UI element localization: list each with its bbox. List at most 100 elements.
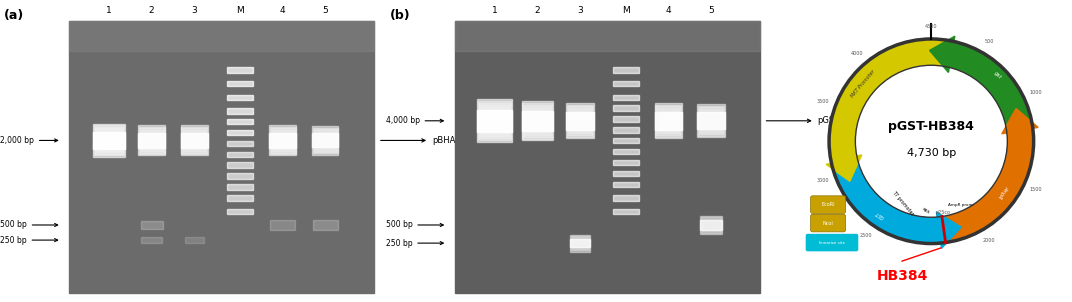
Bar [570,111,590,130]
FancyBboxPatch shape [810,214,846,232]
Bar [524,107,550,135]
Bar [315,132,336,149]
Bar [571,237,589,249]
Bar [477,99,512,143]
Bar [528,114,546,127]
Text: 1: 1 [106,6,111,15]
Bar [572,115,587,127]
Bar [613,149,639,154]
Text: pGST: pGST [766,116,839,125]
Bar [571,113,589,129]
Text: 5: 5 [323,6,328,15]
Bar [227,184,253,190]
Bar [700,220,721,230]
Bar [526,110,548,131]
Bar [569,235,591,252]
Bar [269,133,296,148]
FancyBboxPatch shape [806,234,859,251]
Bar [139,128,164,153]
Wedge shape [944,124,1033,242]
Bar [184,133,204,148]
Text: RBS: RBS [921,207,929,215]
Text: 1500: 1500 [1029,187,1042,192]
Text: 1000: 1000 [1029,90,1042,95]
Bar [477,110,512,132]
Text: 250 bp: 250 bp [386,239,444,248]
Bar [143,134,160,147]
Bar [227,119,253,124]
Bar [227,81,253,86]
Bar [142,237,162,243]
Text: linearize site: linearize site [819,241,845,245]
Bar [566,103,594,138]
Bar [270,127,296,154]
Bar [697,104,725,137]
Text: 4500: 4500 [925,24,938,29]
Bar [227,195,253,201]
Bar [481,107,508,134]
Bar [315,130,336,151]
Bar [568,106,592,135]
Bar [570,236,590,250]
Bar [312,126,339,155]
Bar [657,108,680,133]
Bar [613,67,639,73]
Bar [660,115,676,127]
Bar [227,209,253,214]
Bar [701,112,720,130]
Text: 3000: 3000 [817,178,830,183]
Polygon shape [929,36,955,72]
Text: 2,000 bp: 2,000 bp [0,136,58,145]
FancyBboxPatch shape [810,196,846,213]
Text: pGST-HB384: pGST-HB384 [889,120,974,133]
Text: 4: 4 [280,6,285,15]
Bar [227,130,253,135]
Text: 2500: 2500 [859,233,872,238]
Text: MKT Promoter: MKT Promoter [850,69,876,99]
Bar [227,67,253,73]
Bar [142,131,162,150]
Bar [183,130,206,151]
Text: 500 bp: 500 bp [0,220,58,230]
Bar [702,219,719,231]
Bar [92,124,125,157]
Bar [314,129,337,152]
Text: 3: 3 [577,6,583,15]
Bar [100,135,118,146]
Bar [521,101,553,140]
Bar [478,101,511,140]
Bar [613,171,639,176]
Bar [270,128,295,153]
Bar [703,115,718,127]
Bar [522,103,552,139]
Text: pBHA: pBHA [381,136,456,145]
Bar [566,112,594,130]
Bar [572,239,587,248]
Circle shape [829,39,1033,243]
Text: AmpR: AmpR [997,184,1009,199]
Polygon shape [827,155,862,181]
Bar [655,103,682,138]
Bar [455,21,760,51]
Bar [613,81,639,86]
Bar [525,108,549,133]
Text: HB384: HB384 [877,269,927,283]
Text: 500 bp: 500 bp [386,220,444,230]
Bar [569,108,591,133]
Wedge shape [944,40,1032,128]
Text: M: M [236,6,243,15]
Bar [313,220,338,230]
Bar [527,112,547,129]
Bar [140,130,163,151]
Bar [99,133,119,148]
Bar [659,113,676,129]
Bar [274,134,292,147]
Bar [316,133,334,148]
Bar [658,110,679,132]
Text: 1: 1 [492,6,497,15]
Text: T7 promoter: T7 promoter [891,190,914,217]
Bar [227,108,253,114]
Text: 2: 2 [149,6,154,15]
Bar [567,105,593,137]
Bar [92,132,125,149]
